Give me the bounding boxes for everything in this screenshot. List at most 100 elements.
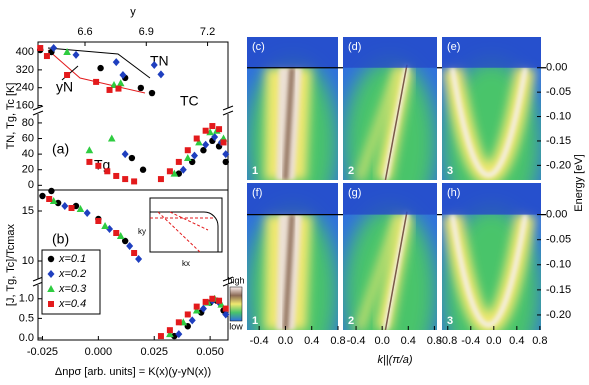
y-tick-label: 1.0 — [19, 293, 34, 305]
marker — [116, 79, 125, 87]
y-tick-label: 15 — [22, 205, 34, 217]
intensity — [354, 66, 404, 180]
above-fermi — [442, 183, 541, 215]
x-tick-label: -0.4 — [461, 335, 480, 347]
panel-number: 2 — [348, 165, 354, 177]
marker — [184, 147, 191, 154]
arpes-panel — [343, 37, 437, 180]
y-tick-label: -0.15 — [546, 135, 571, 147]
intensity — [384, 64, 408, 180]
axis-breaks — [32, 105, 234, 287]
marker — [222, 150, 230, 159]
marker — [157, 176, 164, 183]
marker — [37, 45, 44, 52]
above-fermi — [247, 37, 338, 68]
marker — [106, 86, 113, 93]
marker — [139, 166, 147, 173]
x2-tick-label: 6.6 — [77, 26, 92, 38]
arpes-panel — [442, 37, 541, 180]
colorbar-label: high — [227, 275, 244, 285]
panel-label: (c) — [252, 41, 265, 53]
x2-tick-label: 6.9 — [139, 26, 154, 38]
marker — [222, 310, 230, 319]
marker — [121, 237, 129, 245]
y-tick-label: 10 — [22, 255, 34, 267]
marker — [54, 199, 62, 207]
intensity — [282, 67, 295, 180]
marker — [93, 78, 100, 85]
y-tick-label: 0.00 — [546, 62, 567, 74]
panel-label: (h) — [447, 187, 460, 199]
marker — [115, 85, 122, 92]
marker — [85, 146, 94, 154]
marker — [97, 64, 104, 72]
marker — [190, 151, 198, 160]
marker — [200, 147, 207, 154]
y-tick-label: -0.20 — [546, 159, 571, 171]
x-axis-label: Δnpσ [arb. units] = K(x)(y-yN(x)) — [55, 366, 211, 378]
marker — [104, 168, 111, 175]
marker — [83, 209, 91, 217]
marker — [46, 196, 53, 202]
marker — [188, 316, 196, 325]
marker — [49, 197, 58, 204]
y-tick-label: -0.05 — [546, 86, 571, 98]
above-fermi — [247, 183, 338, 215]
marker — [128, 154, 136, 162]
annotation: TC — [180, 93, 199, 109]
marker — [61, 202, 69, 210]
y-tick-label: -0.05 — [546, 234, 571, 246]
marker — [222, 158, 229, 166]
x-tick-label: 0.4 — [304, 335, 319, 347]
plot-frame — [37, 41, 229, 341]
x-tick-label: -0.025 — [27, 346, 58, 358]
marker — [101, 222, 109, 229]
marker — [68, 205, 75, 211]
marker — [116, 232, 125, 239]
marker — [193, 135, 200, 142]
panel-label: (b) — [52, 231, 69, 247]
marker — [131, 250, 138, 256]
x-tick-label: -0.8 — [438, 335, 457, 347]
y-tick-label: -0.10 — [546, 259, 571, 271]
panel-number: 3 — [447, 165, 453, 177]
marker — [47, 255, 55, 263]
x-tick-label: 0.000 — [85, 346, 113, 358]
marker — [209, 295, 216, 302]
y-tick-label: 0.5 — [19, 312, 34, 324]
y-tick-label: 160 — [16, 99, 34, 111]
y-tick-label: 40 — [22, 148, 34, 160]
marker — [222, 305, 229, 312]
y-tick-label: 320 — [16, 64, 34, 76]
inset-label: ky — [138, 227, 146, 236]
arpes-panel — [442, 183, 541, 330]
intensity — [282, 214, 295, 330]
marker — [95, 218, 102, 224]
marker — [175, 330, 183, 339]
marker — [175, 319, 182, 326]
marker — [184, 311, 191, 318]
marker — [113, 230, 120, 236]
marker — [43, 53, 50, 60]
above-fermi — [442, 37, 541, 68]
x-tick-label: 0.8 — [330, 335, 345, 347]
panel-label: (e) — [447, 41, 460, 53]
marker — [47, 270, 55, 278]
marker — [119, 70, 127, 79]
intensity — [449, 67, 528, 178]
y-tick-label: -0.10 — [546, 110, 571, 122]
y-tick-label: 80 — [22, 117, 34, 129]
x-tick-label: -0.4 — [347, 335, 366, 347]
arpes-panel — [343, 183, 437, 330]
marker — [39, 192, 46, 200]
x-tick-label: 0.4 — [509, 335, 524, 347]
x-tick-label: 0.050 — [196, 346, 224, 358]
x-tick-label: 0.025 — [140, 346, 168, 358]
intensity — [384, 211, 408, 330]
marker — [157, 333, 164, 340]
marker — [166, 327, 173, 334]
panel-label: (d) — [348, 41, 361, 53]
marker — [126, 242, 134, 250]
y-tick-label: -0.20 — [546, 309, 571, 321]
